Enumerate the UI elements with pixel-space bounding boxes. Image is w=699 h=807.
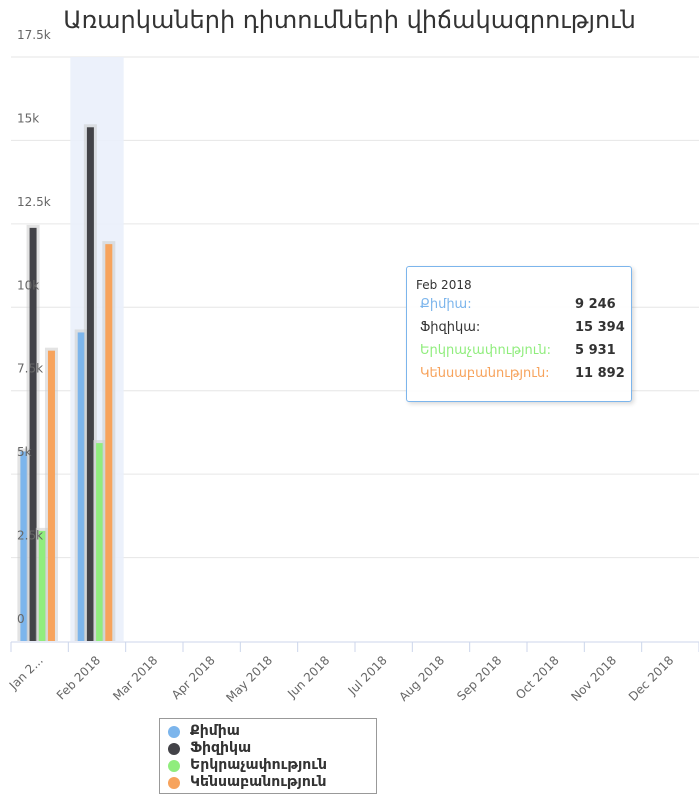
legend-item[interactable]: Երկրաչափություն (168, 757, 373, 775)
y-tick-label: 7.5k (17, 362, 43, 376)
legend-item[interactable]: Ֆիզիկա (168, 740, 373, 758)
x-tick-label: Mar 2018 (110, 653, 160, 703)
y-tick-label: 10k (17, 278, 39, 292)
y-tick-label: 2.5k (17, 529, 43, 543)
tooltip-series-name: Երկրաչափություն: (420, 343, 551, 358)
legend-label: Քիմիա (190, 723, 240, 739)
legend-label: Կենսաբանություն (190, 774, 327, 790)
tooltip-row: Կենսաբանություն: 11 892 (420, 366, 630, 386)
y-tick-label: 0 (17, 612, 25, 626)
tooltip-series-name: Կենսաբանություն: (420, 366, 550, 381)
tooltip-row: Երկրաչափություն: 5 931 (420, 343, 630, 363)
legend-item[interactable]: Կենսաբանություն (168, 774, 373, 792)
tooltip-row: Ֆիզիկա: 15 394 (420, 320, 630, 340)
x-tick-label: May 2018 (223, 653, 275, 705)
y-tick-label: 12.5k (17, 195, 51, 209)
x-tick-label: Sep 2018 (454, 653, 504, 703)
x-tick-label: Apr 2018 (169, 653, 218, 702)
bar (96, 443, 104, 641)
x-tick-label: Aug 2018 (396, 653, 447, 704)
tooltip-series-value: 11 892 (575, 366, 625, 381)
bar (38, 530, 46, 641)
legend-marker-icon (168, 760, 180, 772)
bar (29, 227, 37, 642)
x-tick-label: Jan 2... (6, 653, 46, 693)
tooltip-series-value: 15 394 (575, 320, 625, 335)
legend-label: Երկրաչափություն (190, 757, 327, 773)
x-tick-label: Jun 2018 (284, 653, 332, 701)
legend-label: Ֆիզիկա (190, 740, 252, 756)
legend: Քիմիա Ֆիզիկա Երկրաչափություն Կենսաբանությու… (159, 718, 377, 794)
tooltip-row: Քիմիա: 9 246 (420, 297, 630, 317)
bar (47, 350, 55, 641)
tooltip-header: Feb 2018 (416, 278, 472, 292)
tooltip: Feb 2018 Քիմիա: 9 246 Ֆիզիկա: 15 394 Երկրաչա… (406, 266, 632, 402)
y-tick-label: 15k (17, 111, 39, 125)
x-tick-label: Feb 2018 (54, 653, 103, 702)
grid-lines (11, 56, 699, 559)
y-tick-label: 17.5k (17, 28, 51, 42)
y-axis-ticks: 0 2.5k 5k 7.5k 10k 12.5k 15k 17.5k (17, 28, 51, 626)
x-tick-label: Nov 2018 (568, 653, 619, 704)
x-axis: Jan 2... Feb 2018 Mar 2018 Apr 2018 May 2018… (6, 641, 699, 705)
legend-marker-icon (168, 726, 180, 738)
bar (77, 332, 85, 641)
bars-group (17, 124, 116, 642)
tooltip-series-name: Քիմիա: (420, 297, 472, 312)
bar (20, 451, 28, 641)
bar (105, 244, 113, 641)
x-tick-label: Dec 2018 (626, 653, 677, 704)
x-tick-label: Jul 2018 (345, 653, 390, 698)
y-tick-label: 5k (17, 445, 32, 459)
bar (86, 127, 94, 642)
x-tick-label: Oct 2018 (513, 653, 562, 702)
tooltip-series-value: 5 931 (575, 343, 616, 358)
legend-marker-icon (168, 777, 180, 789)
chart-title: Առարկաների դիտումների վիճակագրություն (63, 6, 636, 34)
legend-marker-icon (168, 743, 180, 755)
tooltip-series-name: Ֆիզիկա: (420, 320, 481, 335)
tooltip-series-value: 9 246 (575, 297, 616, 312)
legend-item[interactable]: Քիմիա (168, 723, 373, 741)
